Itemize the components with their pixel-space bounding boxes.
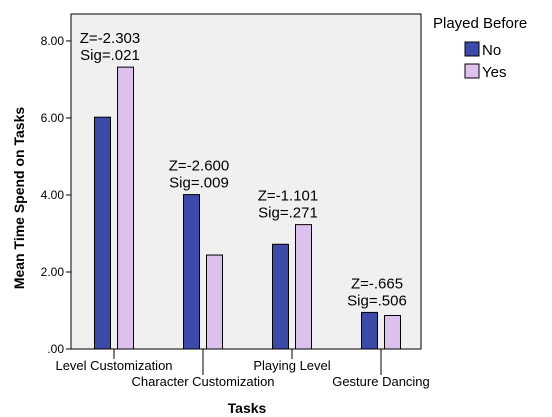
annotation-label: Sig=.506	[347, 292, 407, 309]
y-tick-label: 4.00	[41, 188, 65, 202]
bar-no	[94, 116, 111, 350]
x-axis-title: Tasks	[228, 400, 267, 416]
x-category-label: Playing Level	[253, 358, 330, 373]
bars	[94, 66, 401, 350]
x-category-label: Level Customization	[55, 358, 172, 373]
bar-yes	[384, 315, 401, 350]
legend-label-yes: Yes	[482, 64, 506, 81]
legend-swatch-yes	[464, 63, 480, 79]
y-tick-label: 8.00	[41, 34, 65, 48]
legend: Played Before No Yes	[433, 15, 527, 81]
y-tick-label: 6.00	[41, 111, 65, 125]
bar-yes	[117, 66, 134, 350]
annotation-label: Z=-.665	[351, 275, 403, 292]
y-tick-label: 2.00	[41, 265, 65, 279]
y-axis-title: Mean Time Spend on Tasks	[11, 107, 27, 290]
y-axis: .00 2.00 4.00 6.00 8.00	[41, 34, 71, 356]
x-category-label: Character Customization	[131, 374, 274, 389]
bar-no	[272, 243, 289, 350]
annotation-label: Sig=.021	[80, 47, 140, 64]
annotation-label: Sig=.271	[258, 205, 318, 222]
legend-swatch-no	[464, 41, 480, 57]
x-category-label: Gesture Dancing	[332, 374, 430, 389]
legend-label-no: No	[482, 42, 501, 59]
annotation-label: Z=-1.101	[258, 188, 318, 205]
annotation-label: Z=-2.600	[169, 158, 229, 175]
bar-no	[361, 311, 378, 350]
annotation-label: Z=-2.303	[80, 30, 140, 47]
bar-yes	[206, 254, 223, 350]
annotation-label: Sig=.009	[169, 175, 229, 192]
bar-yes	[295, 224, 312, 350]
legend-title: Played Before	[433, 15, 527, 32]
y-tick-label: .00	[47, 342, 64, 356]
bar-no	[183, 194, 200, 350]
